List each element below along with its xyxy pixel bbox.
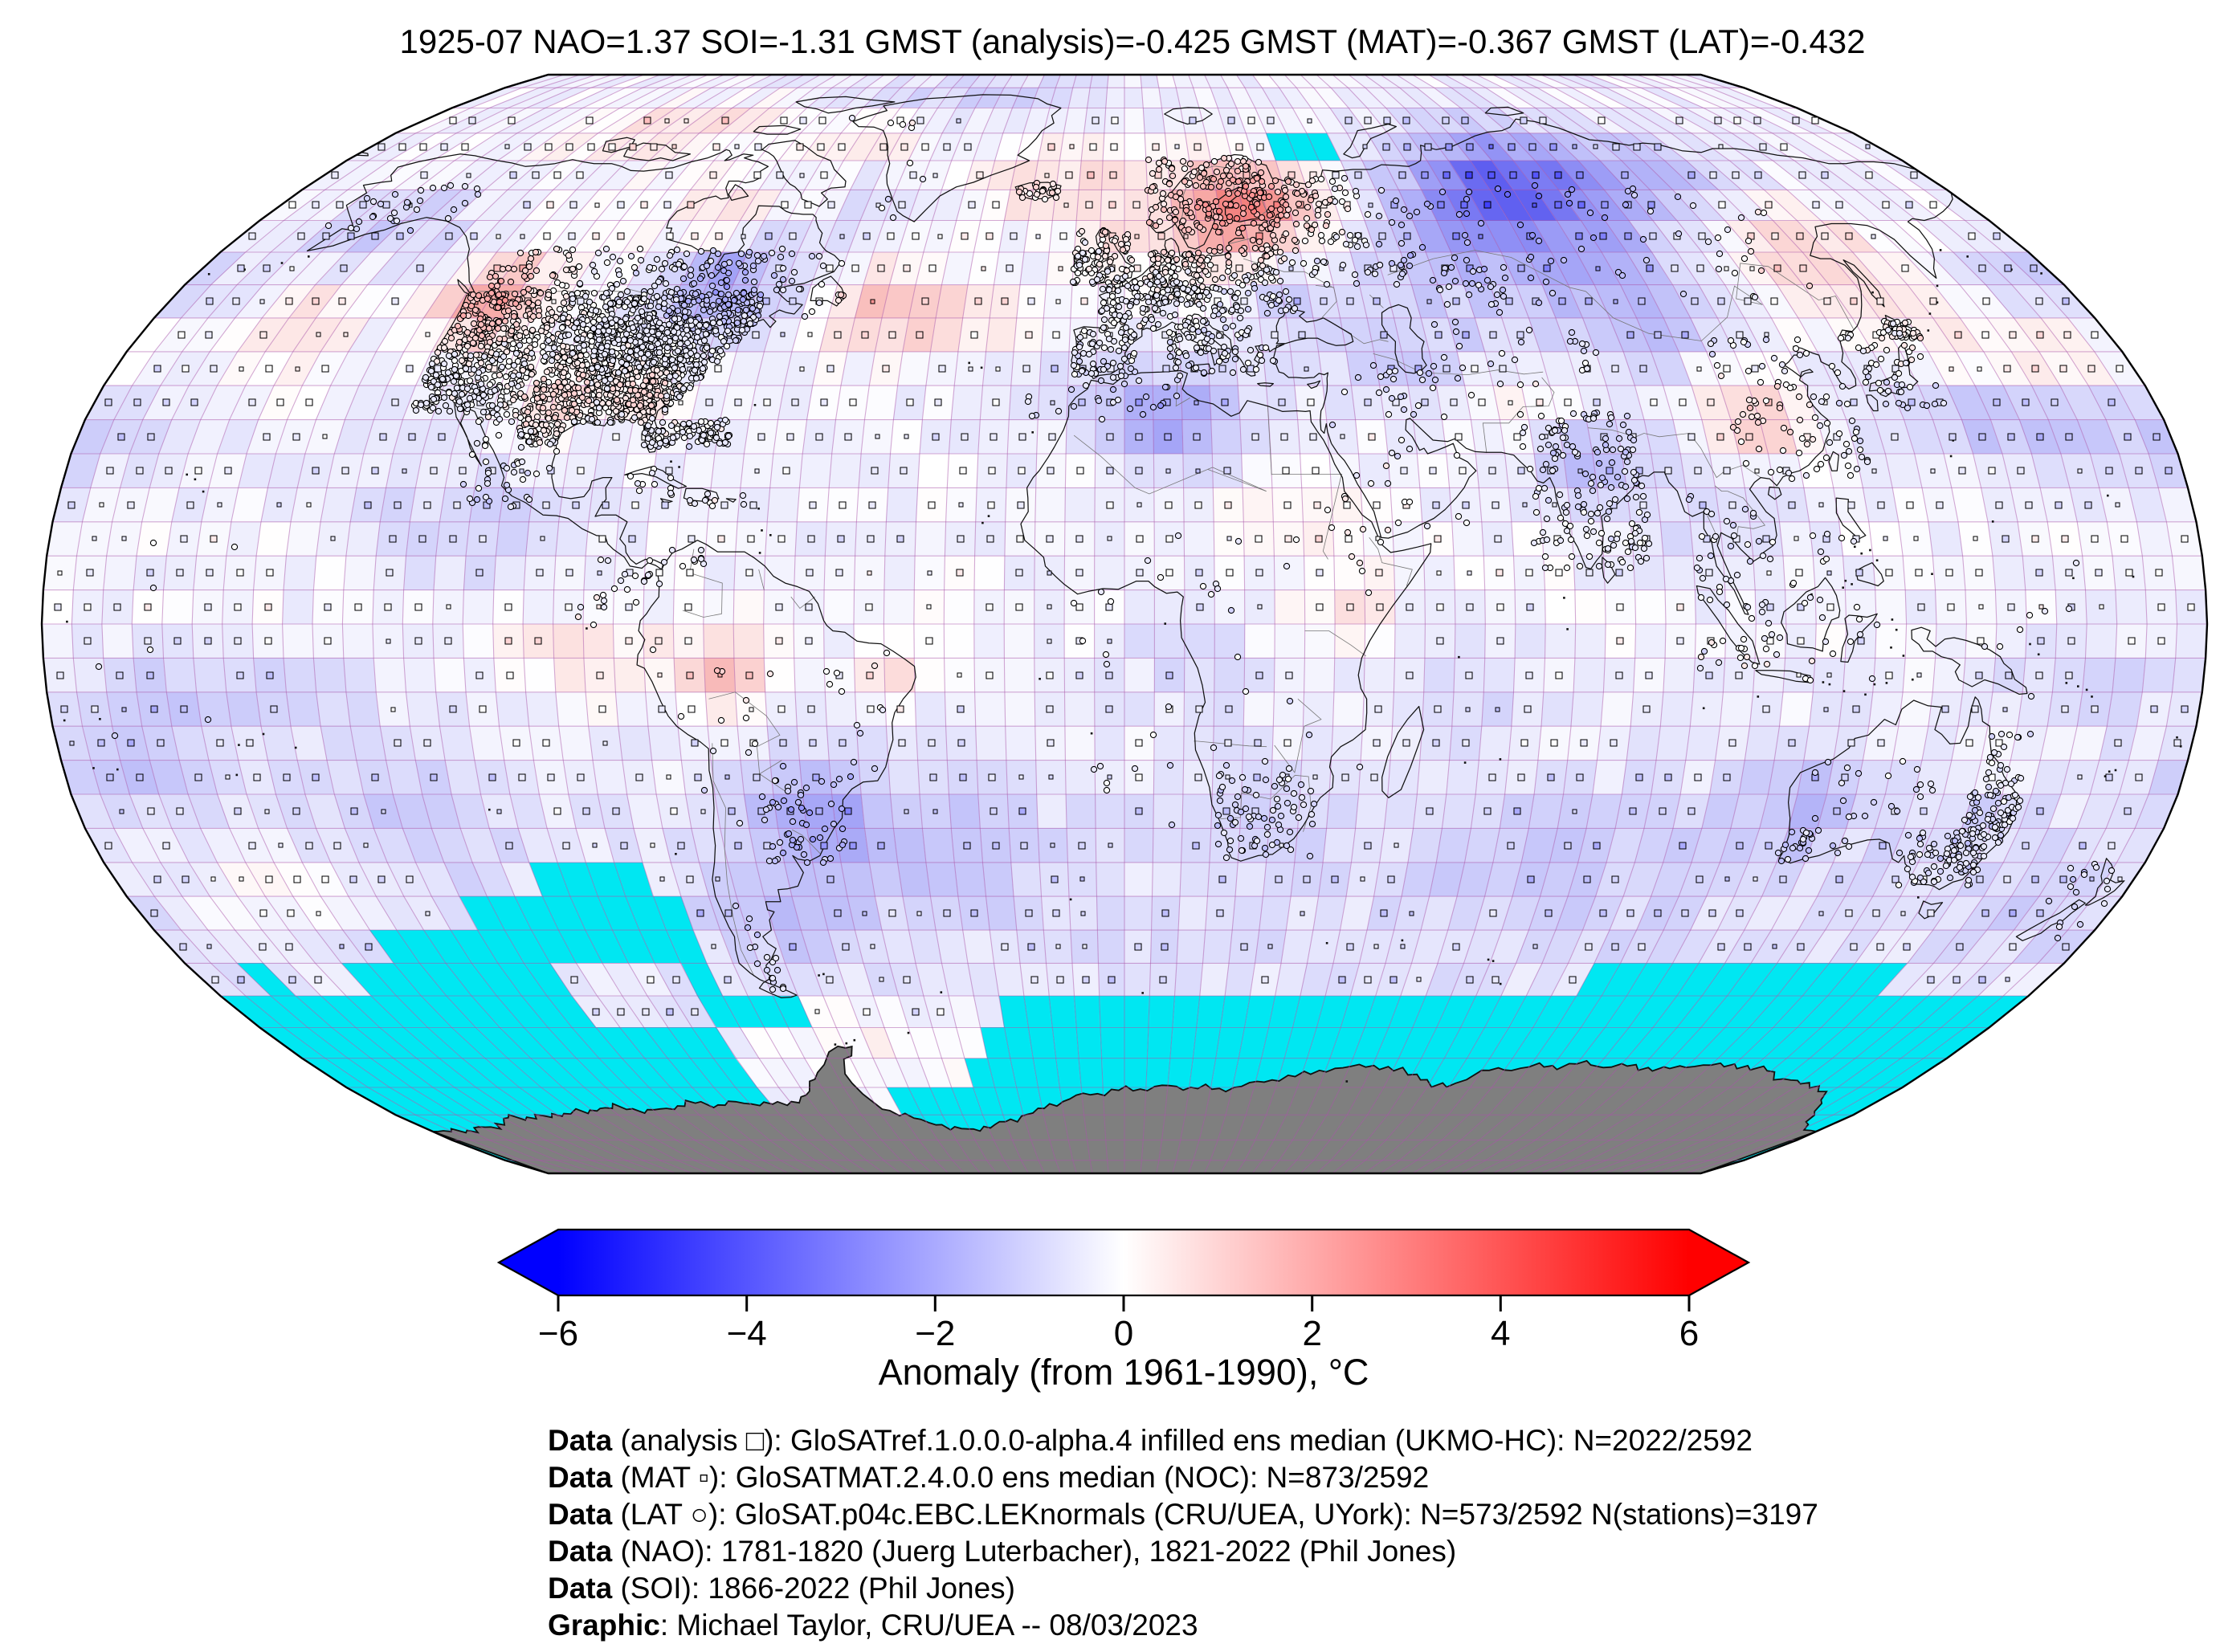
svg-text:Data (NAO): 1781-1820 (Juerg L: Data (NAO): 1781-1820 (Juerg Luterbacher… xyxy=(548,1535,1456,1568)
svg-text:Data (analysis □): GloSATref.1: Data (analysis □): GloSATref.1.0.0.0-alp… xyxy=(548,1424,1753,1457)
svg-text:4: 4 xyxy=(1491,1314,1510,1353)
svg-text:Anomaly (from 1961-1990), °C: Anomaly (from 1961-1990), °C xyxy=(879,1352,1369,1393)
svg-text:Graphic: Michael Taylor, CRU/U: Graphic: Michael Taylor, CRU/UEA -- 08/0… xyxy=(548,1609,1198,1642)
svg-text:6: 6 xyxy=(1679,1314,1699,1353)
svg-text:Data (SOI): 1866-2022 (Phil Jo: Data (SOI): 1866-2022 (Phil Jones) xyxy=(548,1572,1015,1605)
svg-text:2: 2 xyxy=(1302,1314,1321,1353)
svg-text:Data (LAT ○): GloSAT.p04c.EBC.: Data (LAT ○): GloSAT.p04c.EBC.LEKnormals… xyxy=(548,1498,1818,1531)
svg-text:Data (MAT ▫): GloSATMAT.2.4.0.: Data (MAT ▫): GloSATMAT.2.4.0.0 ens medi… xyxy=(548,1461,1429,1494)
svg-text:0: 0 xyxy=(1114,1314,1133,1353)
svg-text:−6: −6 xyxy=(538,1314,578,1353)
svg-text:−2: −2 xyxy=(915,1314,955,1353)
svg-text:1925-07 NAO=1.37 SOI=-1.31 GMS: 1925-07 NAO=1.37 SOI=-1.31 GMST (analysi… xyxy=(399,22,1865,60)
svg-text:−4: −4 xyxy=(727,1314,767,1353)
